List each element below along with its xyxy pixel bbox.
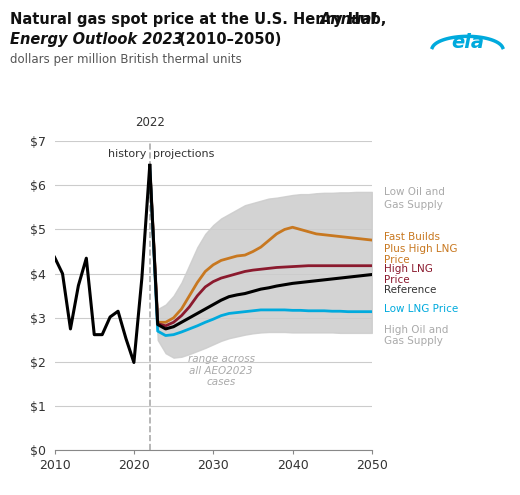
Text: Price: Price <box>384 254 409 264</box>
Text: Reference: Reference <box>384 286 436 296</box>
Text: Price: Price <box>384 275 409 285</box>
Text: Gas Supply: Gas Supply <box>384 336 443 346</box>
Text: Low Oil and: Low Oil and <box>384 187 445 197</box>
Text: history: history <box>108 149 147 159</box>
Text: eia: eia <box>451 33 484 52</box>
Text: Fast Builds: Fast Builds <box>384 233 440 243</box>
Text: Gas Supply: Gas Supply <box>384 200 443 210</box>
Text: (2010–2050): (2010–2050) <box>174 32 281 47</box>
Text: dollars per million British thermal units: dollars per million British thermal unit… <box>10 53 242 66</box>
Text: High LNG: High LNG <box>384 264 433 274</box>
Text: Low LNG Price: Low LNG Price <box>384 304 458 314</box>
Text: Plus High LNG: Plus High LNG <box>384 244 457 254</box>
Text: range across
all AEO2023
cases: range across all AEO2023 cases <box>188 354 255 387</box>
Text: Annual: Annual <box>320 12 377 27</box>
Text: Natural gas spot price at the U.S. Henry Hub,: Natural gas spot price at the U.S. Henry… <box>10 12 392 27</box>
Text: Energy Outlook 2023: Energy Outlook 2023 <box>10 32 183 47</box>
Text: projections: projections <box>153 149 214 159</box>
Text: High Oil and: High Oil and <box>384 325 448 335</box>
Text: 2022: 2022 <box>135 116 165 129</box>
